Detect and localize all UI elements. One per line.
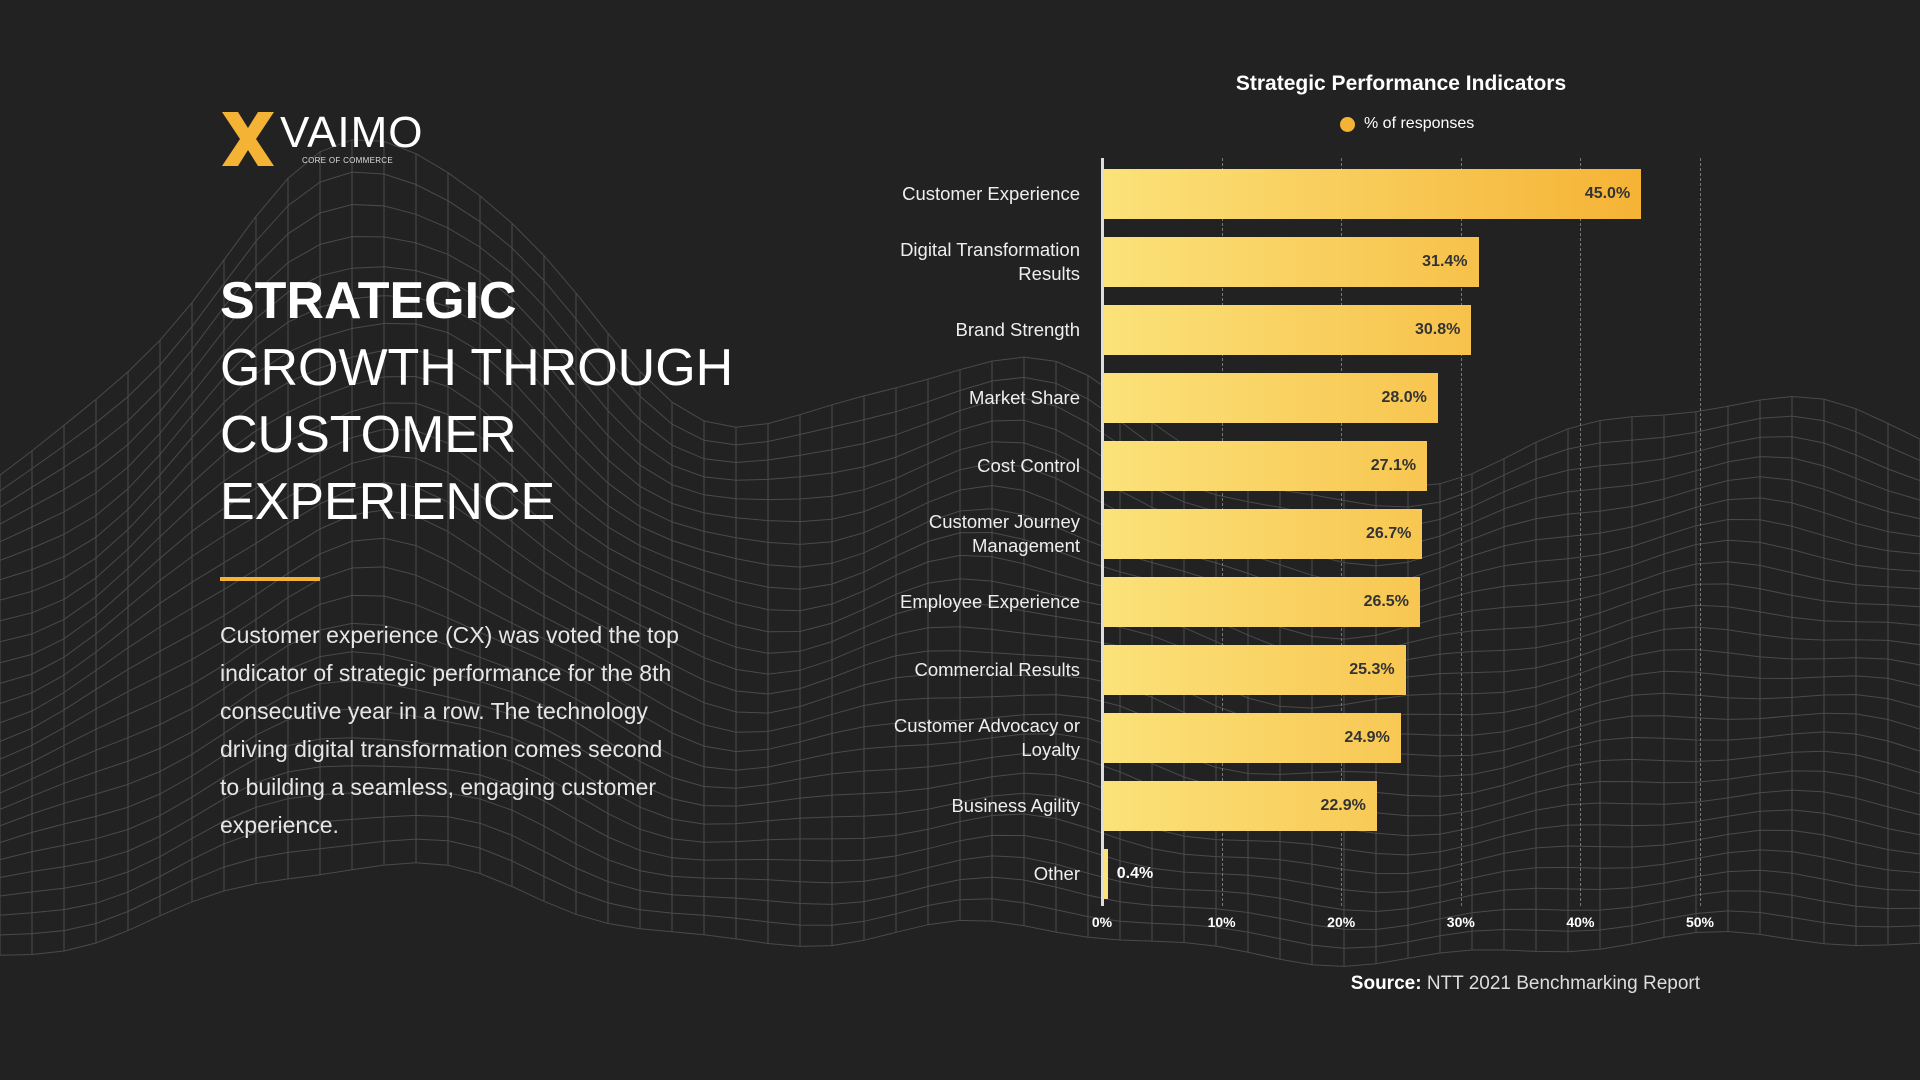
source-text: NTT 2021 Benchmarking Report: [1426, 973, 1700, 994]
x-tick-label: 50%: [1685, 914, 1715, 930]
logo-wordmark: VAIMO: [280, 108, 424, 157]
source-label: Source:: [1350, 973, 1422, 994]
x-tick-label: 40%: [1566, 914, 1595, 930]
y-axis-line: [1101, 158, 1104, 906]
gridline: [1460, 158, 1462, 906]
data-label: 30.8%: [1414, 320, 1461, 338]
category-label: Digital Transformation Results: [900, 238, 1080, 284]
mesh-lines: [0, 139, 1920, 967]
legend-dot-icon: [1340, 116, 1355, 132]
data-label: 25.3%: [1349, 660, 1395, 678]
category-label: Cost Control: [977, 454, 1080, 476]
data-label: 24.9%: [1344, 728, 1390, 746]
data-label: 22.9%: [1320, 796, 1366, 814]
bar: [1103, 236, 1479, 287]
logo-tagline: CORE OF COMMERCE: [302, 156, 394, 165]
legend-label: % of responses: [1364, 115, 1475, 132]
data-label: 26.5%: [1363, 592, 1409, 610]
bar: [1103, 440, 1428, 491]
category-label: Other: [1033, 862, 1080, 884]
data-label: 27.1%: [1370, 456, 1417, 474]
description-paragraph: Customer experience (CX) was voted the t…: [220, 622, 679, 838]
bar: [1103, 780, 1377, 831]
x-tick-label: 0%: [1091, 914, 1113, 930]
data-label: 28.0%: [1381, 388, 1427, 406]
x-tick-label: 20%: [1327, 914, 1356, 930]
data-label: 31.4%: [1422, 252, 1468, 270]
data-label: 26.7%: [1365, 524, 1412, 542]
category-label: Employee Experience: [900, 590, 1080, 612]
headline-line: CUSTOMER: [220, 406, 517, 464]
category-label: Brand Strength: [955, 318, 1080, 340]
data-label: 0.4%: [1116, 864, 1154, 882]
chart-title: Strategic Performance Indicators: [1235, 72, 1567, 95]
bar: [1103, 372, 1438, 423]
gridline: [1580, 158, 1582, 906]
bar: [1103, 168, 1642, 219]
headline-line: GROWTH THROUGH: [220, 339, 734, 397]
bar: [1103, 304, 1472, 355]
category-label: Customer Experience: [902, 182, 1080, 204]
category-label: Commercial Results: [914, 658, 1080, 680]
x-tick-label: 30%: [1446, 914, 1475, 930]
category-label: Customer Journey Management: [928, 510, 1080, 556]
chart-legend: % of responses: [1340, 115, 1474, 133]
headline-bold: STRATEGIC: [220, 272, 517, 330]
data-label: 45.0%: [1584, 184, 1631, 202]
page-headline: STRATEGIC GROWTH THROUGH CUSTOMER EXPERI…: [220, 268, 733, 536]
vaimo-logo: VAIMO CORE OF COMMERCE: [220, 110, 424, 168]
bar: [1103, 508, 1423, 559]
category-label: Business Agility: [951, 794, 1080, 816]
bar: [1103, 848, 1108, 899]
vaimo-x-icon: [222, 112, 274, 166]
source-note: Source: NTT 2021 Benchmarking Report: [1351, 973, 1700, 995]
gridline: [1700, 158, 1701, 906]
bar: [1103, 644, 1406, 695]
accent-divider: [220, 577, 320, 581]
category-label: Customer Advocacy or Loyalty: [893, 714, 1080, 760]
bar: [1103, 576, 1420, 627]
bar: [1103, 712, 1401, 763]
category-label: Market Share: [968, 386, 1080, 408]
x-tick-label: 10%: [1207, 914, 1236, 930]
headline-line: EXPERIENCE: [220, 473, 556, 531]
